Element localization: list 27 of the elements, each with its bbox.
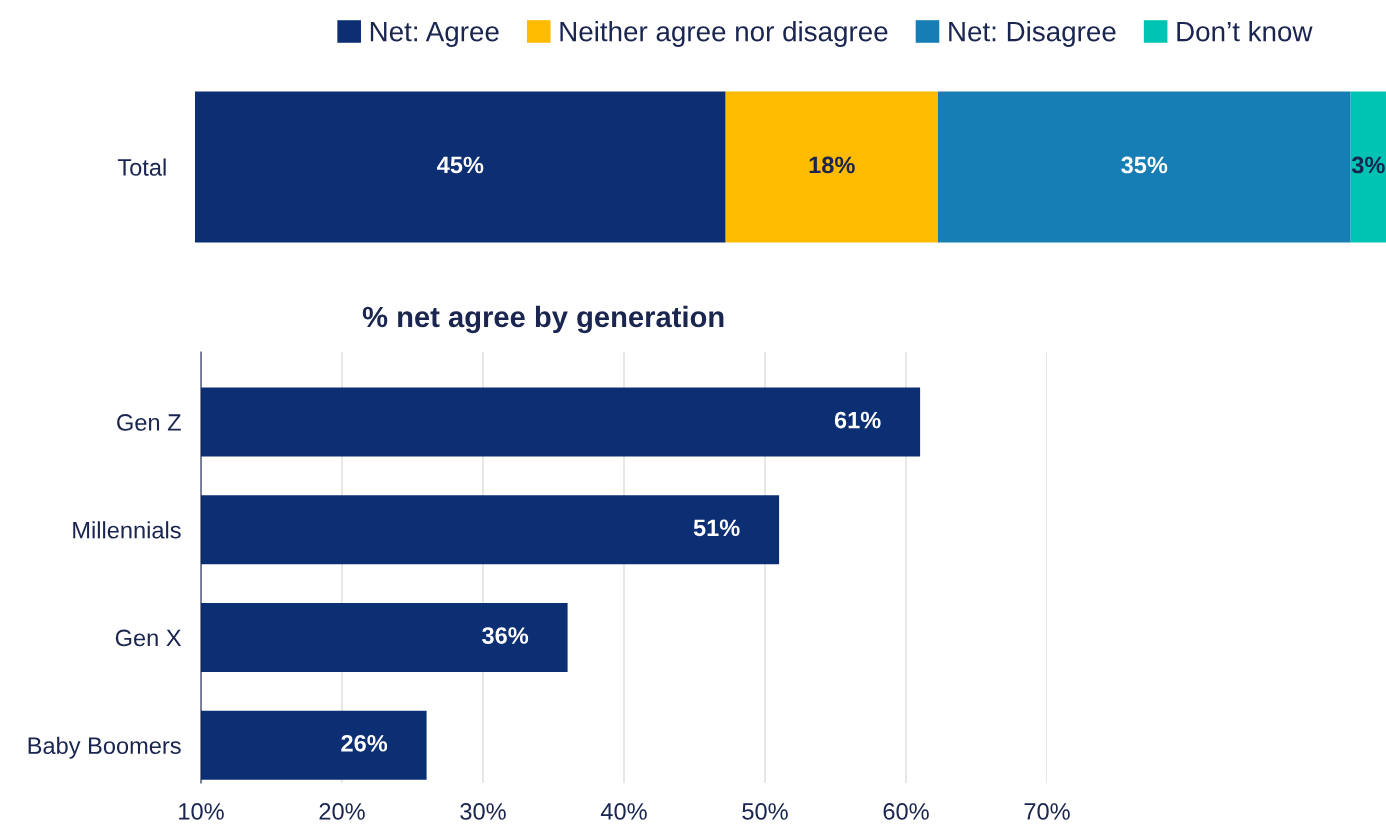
data-label: 3%: [1351, 156, 1385, 174]
data-label: 36%: [482, 627, 529, 644]
y-tick-label: Millennials: [73, 521, 181, 539]
y-tick-label: Gen X: [115, 629, 182, 647]
x-tick-label: 60%: [883, 803, 929, 820]
x-tick-label: 10%: [179, 803, 224, 820]
legend-label: Neither agree nor disagree: [560, 21, 888, 47]
y-tick-label: Gen Z: [117, 414, 181, 431]
data-label: 35%: [1121, 156, 1168, 174]
x-tick-label: 30%: [460, 803, 506, 820]
x-tick-label: 50%: [742, 803, 788, 820]
data-label: 26%: [341, 734, 388, 752]
data-label: 18%: [809, 156, 855, 174]
chart-title: % net agree by generation: [362, 305, 724, 334]
x-tick-label: 20%: [319, 803, 365, 820]
x-tick-label: 70%: [1024, 803, 1070, 820]
legend-label: Net: Disagree: [949, 21, 1116, 47]
bar: [1350, 91, 1386, 243]
x-tick-label: 40%: [600, 803, 647, 820]
legend-label: Net: Agree: [370, 22, 499, 47]
data-label: 51%: [693, 519, 740, 537]
data-label: 61%: [834, 411, 881, 429]
bar: [725, 91, 938, 243]
y-tick-label: Baby Boomers: [28, 736, 181, 759]
y-tick-label: Total: [117, 158, 166, 176]
legend-label: Don’t know: [1177, 21, 1313, 42]
data-label: 45%: [437, 156, 484, 174]
